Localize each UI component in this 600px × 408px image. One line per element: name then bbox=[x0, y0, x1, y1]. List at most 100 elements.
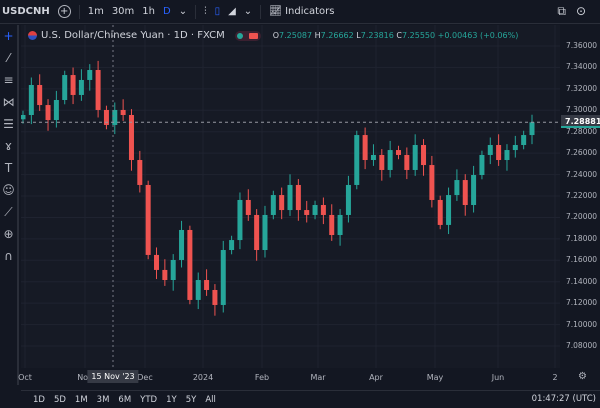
range-ytd[interactable]: YTD bbox=[140, 394, 158, 405]
candle-body bbox=[521, 135, 527, 146]
candle-body bbox=[287, 184, 293, 211]
range-1d[interactable]: 1D bbox=[33, 394, 45, 405]
candle-body bbox=[112, 109, 118, 125]
brush-icon[interactable]: ɤ bbox=[4, 139, 13, 153]
candle-body bbox=[437, 199, 443, 225]
price-axis[interactable]: 7.36000 7.34000 7.32000 7.30000 7.28000 7.260… bbox=[560, 25, 600, 368]
range-all[interactable]: All bbox=[205, 394, 216, 405]
indicators-label: Indicators bbox=[285, 6, 335, 17]
fullscreen-icon[interactable]: ⧉ bbox=[557, 4, 566, 18]
emoji-icon[interactable]: ☺ bbox=[2, 183, 15, 197]
time-tick: 2024 bbox=[192, 373, 214, 382]
time-tick: Nov bbox=[77, 373, 93, 382]
candle-body bbox=[78, 79, 84, 95]
candle-body bbox=[354, 135, 360, 185]
price-tick: 7.26000 bbox=[566, 148, 598, 158]
ruler-icon[interactable]: ⟋ bbox=[4, 205, 13, 219]
bar-chart-icon[interactable]: ⫶ bbox=[204, 6, 207, 17]
time-tick: May bbox=[426, 373, 444, 382]
projection-icon[interactable]: ☰ bbox=[3, 117, 14, 131]
time-tick: Apr bbox=[369, 373, 383, 382]
candle-body bbox=[245, 199, 251, 215]
pattern-icon[interactable]: ⋈ bbox=[2, 95, 15, 109]
candle-body bbox=[95, 70, 101, 110]
zoom-in-icon[interactable]: ⊕ bbox=[3, 227, 14, 241]
candle-body bbox=[204, 280, 210, 290]
candle-body bbox=[70, 75, 76, 95]
range-5d[interactable]: 5D bbox=[53, 394, 66, 405]
time-tick: 2 bbox=[552, 373, 558, 382]
price-tick: 7.14000 bbox=[566, 276, 598, 286]
candle-body bbox=[103, 109, 109, 125]
magnet-icon[interactable]: ∩ bbox=[4, 249, 13, 263]
interval-30m[interactable]: 30m bbox=[111, 6, 135, 17]
indicators-button[interactable]: 📈︎ Indicators bbox=[269, 6, 334, 17]
crosshair-date-label: 15 Nov '23 bbox=[87, 370, 139, 383]
candle-body bbox=[404, 154, 410, 170]
range-1y[interactable]: 1Y bbox=[166, 394, 177, 405]
price-tick: 7.36000 bbox=[566, 41, 598, 50]
last-price-label: 7.28881 bbox=[561, 115, 600, 129]
chart-pane[interactable] bbox=[21, 25, 560, 368]
candle-body bbox=[362, 135, 368, 161]
price-tick: 7.22000 bbox=[566, 191, 598, 200]
time-tick: Mar bbox=[310, 373, 326, 382]
candle-body bbox=[279, 195, 285, 211]
price-tick: 7.28000 bbox=[566, 126, 598, 136]
time-axis[interactable]: Oct Nov Dec 2024 Feb Mar Apr May Jun 2 bbox=[18, 368, 600, 388]
candles-icon[interactable]: ▯ bbox=[214, 6, 221, 17]
candle-body bbox=[128, 115, 134, 161]
candle-body bbox=[45, 105, 51, 121]
interval-1h[interactable]: 1h bbox=[142, 6, 155, 17]
candle-body bbox=[179, 229, 185, 260]
candle-body bbox=[487, 145, 493, 155]
candle-body bbox=[162, 269, 168, 281]
fib-icon[interactable]: ≡ bbox=[3, 73, 14, 87]
time-tick: Feb bbox=[254, 373, 270, 382]
interval-dropdown[interactable]: ⌄ bbox=[178, 6, 188, 17]
candle-body bbox=[512, 145, 518, 151]
symbol-title: U.S. Dollar/Chinese Yuan · 1D · FXCM bbox=[41, 30, 225, 41]
price-tick: 7.34000 bbox=[566, 62, 598, 72]
interval-d[interactable]: D bbox=[162, 6, 171, 17]
candle-body bbox=[337, 214, 343, 236]
range-5y[interactable]: 5Y bbox=[185, 394, 197, 405]
divider bbox=[260, 4, 262, 19]
top-toolbar: USDCNH + 1m 30m 1h D ⌄ ⫶ ▯ ◢ ⌄ 📈︎ Indica… bbox=[0, 0, 600, 24]
candle-body bbox=[53, 100, 59, 121]
symbol-search[interactable]: USDCNH bbox=[2, 6, 50, 17]
trend-line-icon[interactable]: ⁄ bbox=[7, 51, 10, 65]
camera-icon[interactable]: ⊙ bbox=[575, 4, 586, 18]
candle-body bbox=[154, 254, 160, 270]
candle-body bbox=[471, 175, 477, 206]
chart-type-dropdown[interactable]: ⌄ bbox=[243, 6, 253, 17]
candle-body bbox=[62, 75, 68, 101]
price-tick: 7.20000 bbox=[566, 212, 598, 222]
candle-body bbox=[304, 210, 310, 215]
compare-add-button[interactable]: + bbox=[57, 5, 71, 18]
text-icon[interactable]: T bbox=[4, 161, 13, 175]
range-6m[interactable]: 6M bbox=[118, 394, 132, 405]
candle-body bbox=[496, 145, 502, 161]
crosshair-icon[interactable]: + bbox=[3, 29, 14, 43]
buy-sell-toggle[interactable] bbox=[234, 30, 261, 41]
time-tick: Jun bbox=[491, 373, 505, 382]
candle-body bbox=[262, 214, 268, 251]
candle-body bbox=[21, 115, 26, 120]
candle-body bbox=[412, 145, 418, 170]
price-tick: 7.12000 bbox=[566, 298, 598, 308]
candle-body bbox=[370, 154, 376, 161]
range-3m[interactable]: 3M bbox=[96, 394, 110, 405]
range-1m[interactable]: 1M bbox=[74, 394, 88, 405]
clock[interactable]: 01:47:27 (UTC) bbox=[531, 394, 596, 404]
time-tick: Oct bbox=[18, 373, 32, 382]
candle-body bbox=[345, 184, 351, 215]
candle-body bbox=[429, 165, 435, 200]
price-tick: 7.16000 bbox=[566, 255, 598, 265]
candlestick-chart[interactable] bbox=[21, 25, 560, 368]
chart-legend: U.S. Dollar/Chinese Yuan · 1D · FXCM O7.… bbox=[28, 30, 518, 41]
interval-1m[interactable]: 1m bbox=[87, 6, 104, 17]
settings-gear-icon[interactable]: ⚙ bbox=[578, 371, 587, 382]
area-chart-icon[interactable]: ◢ bbox=[228, 6, 236, 17]
candle-body bbox=[329, 214, 335, 236]
